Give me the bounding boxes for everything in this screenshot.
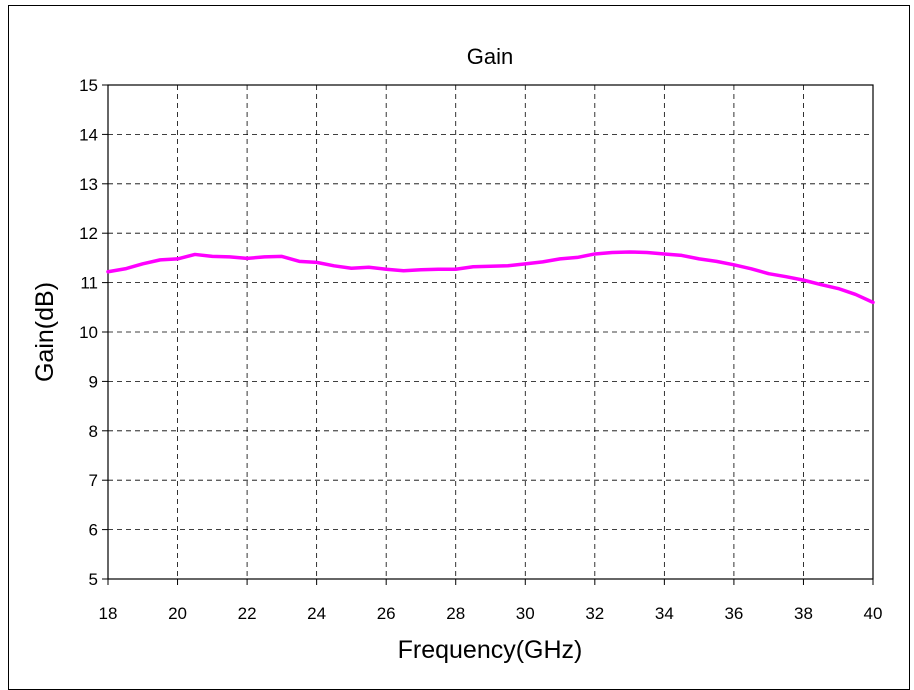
gain-series-line — [106, 250, 875, 305]
x-tick-label: 18 — [99, 604, 118, 623]
y-tick-label: 14 — [79, 125, 98, 144]
x-tick-label: 28 — [446, 604, 465, 623]
tick-layer: 18 20 22 24 26 28 30 32 34 36 38 40 5 6 7 8 9 10 11 12 13 14 1… — [79, 76, 882, 623]
y-tick-label: 7 — [89, 471, 98, 490]
y-tick-label: 5 — [89, 570, 98, 589]
x-tick-label: 20 — [168, 604, 187, 623]
x-tick-label: 36 — [724, 604, 743, 623]
x-tick-label: 30 — [516, 604, 535, 623]
x-tick-label: 26 — [377, 604, 396, 623]
y-tick-label: 10 — [79, 323, 98, 342]
y-tick-label: 12 — [79, 224, 98, 243]
x-tick-label: 34 — [655, 604, 674, 623]
x-tick-label: 40 — [864, 604, 883, 623]
x-tick-label: 32 — [585, 604, 604, 623]
y-tick-label: 13 — [79, 175, 98, 194]
y-tick-label: 6 — [89, 521, 98, 540]
x-tick-label: 38 — [794, 604, 813, 623]
chart-frame — [8, 5, 910, 690]
x-tick-label: 24 — [307, 604, 326, 623]
y-tick-label: 8 — [89, 422, 98, 441]
series-layer — [106, 250, 875, 305]
y-tick-label: 11 — [80, 274, 98, 293]
grid-layer — [108, 85, 873, 579]
x-tick-label: 22 — [238, 604, 257, 623]
x-axis-label: Frequency(GHz) — [398, 636, 583, 664]
y-tick-label: 9 — [89, 372, 98, 391]
y-axis-label: Gain(dB) — [31, 282, 59, 382]
y-tick-label: 15 — [79, 76, 98, 95]
chart-title: Gain — [467, 44, 513, 69]
